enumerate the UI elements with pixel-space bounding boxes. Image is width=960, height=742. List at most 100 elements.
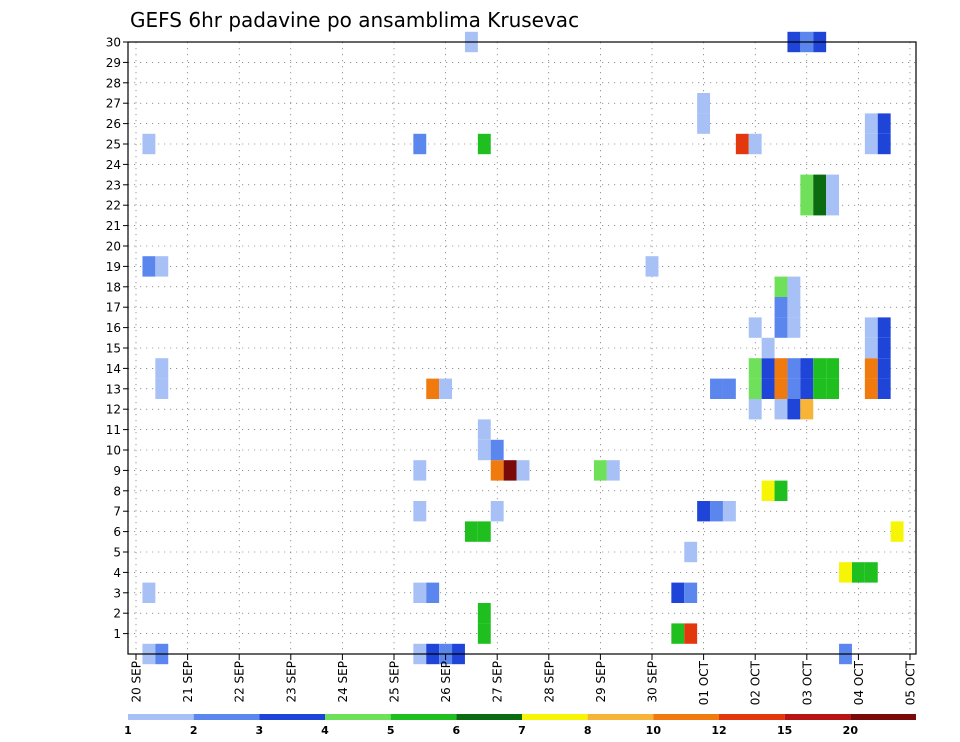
precip-cell	[426, 582, 440, 603]
precip-cell	[748, 358, 762, 379]
gridlines	[128, 41, 916, 654]
precip-cell	[413, 460, 427, 481]
x-tick-label: 25 SEP	[388, 661, 402, 703]
precip-cell	[864, 358, 878, 379]
y-axis: 1234567891011121314151617181920212223242…	[106, 36, 128, 641]
x-tick-label: 02 OCT	[749, 660, 763, 705]
precip-cell	[697, 93, 711, 114]
x-tick-label: 01 OCT	[697, 660, 711, 705]
precip-cell	[864, 113, 878, 134]
x-tick-label: 22 SEP	[233, 661, 247, 703]
y-tick-label: 17	[106, 301, 121, 315]
precip-cell	[684, 623, 698, 644]
precip-cell	[748, 133, 762, 155]
precip-cell	[671, 582, 685, 603]
precip-cell	[142, 582, 156, 603]
y-tick-label: 11	[106, 423, 121, 437]
precip-cell	[826, 174, 840, 195]
y-tick-label: 18	[106, 280, 121, 294]
x-tick-label: 24 SEP	[336, 661, 350, 703]
legend-swatch	[522, 714, 588, 720]
y-tick-label: 21	[106, 219, 121, 233]
y-tick-label: 24	[106, 158, 121, 172]
precip-cell	[722, 501, 736, 522]
y-tick-label: 4	[113, 566, 121, 580]
precip-cell	[761, 480, 775, 501]
y-tick-label: 25	[106, 138, 121, 152]
y-tick-label: 10	[106, 444, 121, 458]
precip-cell	[477, 623, 491, 644]
precip-cell	[813, 378, 827, 399]
precip-cell	[593, 460, 607, 481]
y-tick-label: 23	[106, 178, 121, 192]
precip-cell	[439, 378, 453, 399]
precip-cell	[774, 399, 788, 420]
x-tick-label: 21 SEP	[181, 661, 195, 703]
precip-cell	[142, 256, 156, 277]
precip-cell	[490, 460, 504, 481]
y-tick-label: 3	[113, 586, 121, 600]
y-tick-label: 20	[106, 240, 121, 254]
precip-cell	[877, 113, 891, 134]
x-tick-label: 20 SEP	[130, 661, 144, 703]
precip-cell	[800, 399, 814, 420]
precip-cell	[722, 378, 736, 399]
precip-cell	[787, 317, 801, 338]
legend-swatch	[784, 714, 851, 720]
precip-cell	[864, 562, 878, 583]
precip-cell	[800, 174, 814, 195]
precip-cell	[490, 439, 504, 461]
x-axis: 20 SEP 21 SEP 22 SEP 23 SEP 24 SEP 25 SEP 26 S…	[130, 654, 918, 705]
x-tick-label: 27 SEP	[491, 661, 505, 703]
precip-cell	[477, 603, 491, 624]
precip-cell	[710, 378, 723, 399]
plot-frame	[127, 41, 917, 655]
precip-cell	[477, 521, 491, 542]
precip-cell	[877, 133, 891, 155]
y-tick-label: 22	[106, 199, 121, 213]
precip-cell	[761, 378, 775, 399]
precip-cell	[864, 337, 878, 359]
y-tick-label: 5	[113, 546, 121, 560]
precip-cell	[697, 113, 711, 134]
precip-cell	[155, 378, 169, 399]
precip-cell	[464, 521, 478, 542]
legend-swatch	[456, 714, 522, 720]
precip-cell	[890, 521, 904, 542]
precip-cell	[645, 256, 659, 277]
precip-cell	[413, 582, 427, 603]
legend-label: 1	[124, 724, 132, 737]
y-tick-label: 12	[106, 403, 121, 417]
precip-cell	[735, 133, 749, 155]
precip-cell	[864, 133, 878, 155]
x-tick-label: 04 OCT	[852, 660, 866, 705]
precip-cell	[864, 378, 878, 399]
precip-cell	[826, 378, 840, 399]
precip-cell	[826, 358, 840, 379]
precip-cell	[774, 358, 788, 379]
legend-label: 8	[584, 724, 592, 737]
precip-cell	[774, 297, 788, 318]
precip-cell	[851, 562, 865, 583]
legend-swatch	[850, 714, 916, 720]
y-tick-label: 28	[106, 76, 121, 90]
legend-label: 5	[387, 724, 395, 737]
precip-cell	[813, 195, 827, 216]
y-tick-label: 27	[106, 97, 121, 111]
y-tick-label: 1	[113, 627, 121, 641]
precip-cell	[761, 358, 775, 379]
y-tick-label: 26	[106, 117, 121, 131]
legend-label: 20	[843, 724, 859, 737]
precip-cell	[800, 378, 814, 399]
legend-swatch	[390, 714, 457, 720]
y-tick-label: 30	[106, 36, 121, 50]
precip-cell	[606, 460, 620, 481]
x-tick-label: 29 SEP	[594, 661, 608, 703]
legend-swatch	[259, 714, 325, 720]
y-tick-label: 2	[113, 607, 121, 621]
precip-cell	[671, 623, 685, 644]
y-tick-label: 8	[113, 484, 121, 498]
precip-cell	[877, 378, 891, 399]
precip-cell	[774, 480, 788, 501]
precip-cell	[748, 378, 762, 399]
